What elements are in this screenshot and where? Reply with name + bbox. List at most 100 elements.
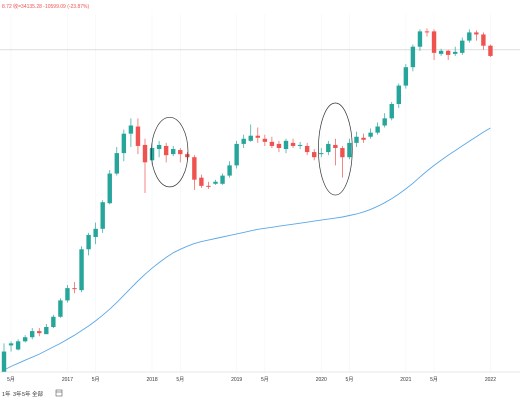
candle-body [326,143,331,153]
candle-body [128,125,134,134]
candle [22,335,28,343]
candle [79,246,84,293]
candle-body [121,133,127,154]
candle-body [319,153,324,155]
candle [171,145,176,157]
candle [65,285,70,303]
candle-body [213,181,218,184]
candle-body [171,149,176,155]
candle [30,328,35,340]
x-tick-label: 5月 [430,377,438,383]
candle [283,138,289,154]
candle [467,29,472,43]
calendar-icon[interactable] [55,389,63,397]
candle [255,127,260,143]
candle [51,314,56,329]
candle-body [100,202,105,229]
candle-body [192,157,197,180]
candle-body [30,331,35,338]
x-tick-label: 5月 [261,377,269,383]
ohlc-readout: 8.72 收=34135.28 -10599.09 (-23.87%) [2,3,89,10]
candle-body [269,141,275,146]
candle [474,30,479,41]
candle [234,140,239,169]
candle-body [248,135,253,141]
candle-body [163,145,169,156]
candle-body [65,288,70,301]
candle-body [15,341,21,350]
candle-body [474,32,479,35]
candle [340,145,345,178]
candle-body [86,234,91,250]
x-tick-label: 2019 [231,377,242,383]
candle-body [72,288,77,290]
candle [72,281,77,294]
candle [375,122,380,135]
candle-body [312,152,317,158]
candle-body [481,34,486,46]
candle-body [304,145,310,153]
candle [312,149,317,161]
x-axis-ticks: 5月 2017 5月 2018 5月 2019 5月 2020 5月 2021 5月 2022 [7,377,496,383]
range-button-3y[interactable]: 3年 [13,390,22,398]
candle-body [283,140,289,150]
candle-body [135,126,141,146]
candle [114,146,119,176]
candle [248,124,253,142]
candle-body [51,316,56,327]
candle [107,169,112,205]
x-tick-label: 2017 [62,377,73,383]
x-tick-label: 5月 [176,377,184,383]
candle-body [142,144,148,163]
range-toolbar: 1年 3年 5年 全部 [2,389,63,398]
range-button-1y[interactable]: 1年 [2,390,11,398]
candle-body [227,165,232,176]
candle-body [417,31,423,47]
candle [382,113,387,128]
candle [227,161,232,178]
candle-body [445,50,451,55]
candle-body [340,147,345,158]
candle-body [220,175,225,184]
candle [58,298,63,318]
candle-body [467,32,472,41]
candle [185,152,190,161]
candle-body [44,326,49,335]
candle-body [297,144,303,146]
candle [424,28,430,37]
x-tick-label: 5月 [346,377,354,383]
candle-body [199,177,204,186]
range-button-5y[interactable]: 5年 [22,390,31,398]
candle-body [114,153,119,174]
candle [319,147,324,158]
candle [347,138,352,160]
candle-body [410,46,416,68]
candle [403,64,409,89]
candle [199,174,204,188]
candle-body [185,154,190,158]
x-tick-label: 2018 [146,377,157,383]
candle [100,200,105,233]
candle-body [453,51,458,54]
candle [453,46,458,56]
candle-body [156,144,162,150]
candle-body [368,132,373,137]
candle-body [276,143,282,148]
candle [163,142,169,163]
candle [431,29,437,61]
candle [488,44,493,57]
range-button-all[interactable]: 全部 [32,390,44,398]
candle-body [107,173,112,204]
candle [361,133,366,143]
candle-body [460,40,465,53]
candle-body [361,137,366,140]
grid-layer [10,14,491,372]
candle [192,155,197,190]
candle-body [290,142,296,146]
moving-average-line [3,127,491,371]
candle-body [382,118,387,126]
candle-body [375,126,380,133]
candle-body [58,300,63,317]
